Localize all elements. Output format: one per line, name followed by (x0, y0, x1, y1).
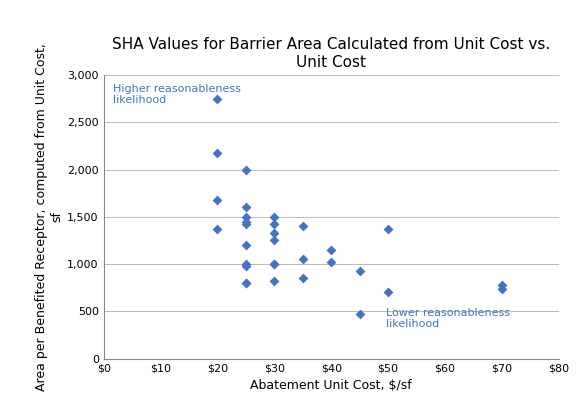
Point (298, 256, 308, 263)
Point (241, 166, 251, 173)
Point (213, 197, 222, 203)
Point (241, 242, 251, 249)
Point (241, 263, 251, 270)
Point (327, 246, 336, 253)
Point (355, 310, 364, 317)
Y-axis label: Area per Benefited Receptor, computed from Unit Cost,
sf: Area per Benefited Receptor, computed fr… (35, 43, 63, 391)
Point (213, 225, 222, 232)
Point (270, 237, 279, 244)
Point (270, 261, 279, 267)
Point (384, 289, 393, 296)
Text: Higher reasonableness
likelihood: Higher reasonableness likelihood (113, 83, 241, 105)
Point (497, 286, 506, 292)
Point (241, 218, 251, 225)
Point (270, 277, 279, 284)
Point (241, 280, 251, 286)
Point (384, 225, 393, 232)
Point (270, 214, 279, 220)
Point (241, 221, 251, 227)
Point (213, 95, 222, 102)
Point (270, 261, 279, 267)
Point (270, 230, 279, 237)
X-axis label: Abatement Unit Cost, $/sf: Abatement Unit Cost, $/sf (251, 379, 412, 392)
Point (497, 282, 506, 289)
Text: Lower reasonableness
likelihood: Lower reasonableness likelihood (386, 308, 510, 329)
Point (298, 275, 308, 281)
Point (241, 214, 251, 220)
Title: SHA Values for Barrier Area Calculated from Unit Cost vs.
Unit Cost: SHA Values for Barrier Area Calculated f… (112, 38, 550, 70)
Point (241, 280, 251, 286)
Point (241, 204, 251, 211)
Point (327, 259, 336, 265)
Point (298, 223, 308, 230)
Point (270, 221, 279, 227)
Point (213, 150, 222, 156)
Point (241, 261, 251, 267)
Point (355, 268, 364, 274)
